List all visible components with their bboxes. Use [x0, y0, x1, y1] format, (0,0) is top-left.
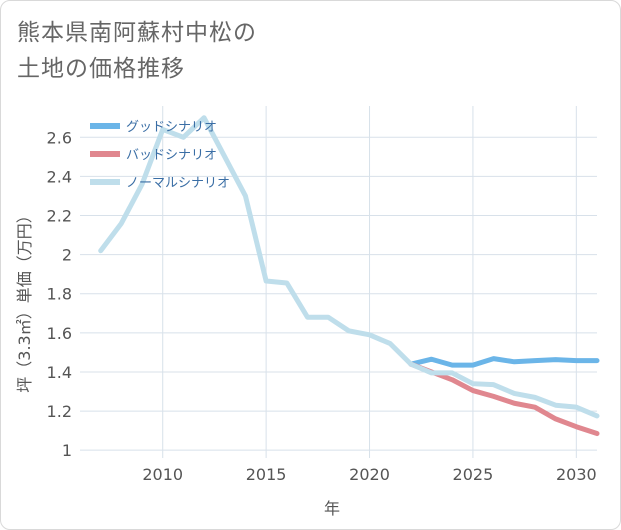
x-axis-title: 年	[324, 499, 340, 518]
series-layer	[98, 115, 600, 437]
x-tick-label: 2030	[556, 465, 597, 484]
chart-title: 熊本県南阿蘇村中松の 土地の価格推移	[17, 15, 377, 87]
y-tick-label: 1.8	[47, 285, 72, 304]
y-tick-label: 2.4	[47, 167, 72, 186]
x-axis-ticks: 2010 2015 2020 2025 2030	[142, 465, 596, 484]
y-tick-label: 1.4	[47, 363, 72, 382]
title-line-1: 熊本県南阿蘇村中松の	[17, 20, 257, 46]
x-tick-label: 2015	[246, 465, 287, 484]
legend-label-good: グッドシナリオ	[126, 120, 217, 135]
y-tick-label: 1.2	[47, 402, 72, 421]
x-tick-label: 2025	[453, 465, 494, 484]
legend-label-normal: ノーマルシナリオ	[126, 176, 230, 191]
y-tick-label: 2	[62, 246, 72, 265]
grid-lines	[80, 106, 597, 458]
y-axis-title: 坪（3.3㎡）単価（万円）	[15, 207, 34, 392]
series-line-good	[408, 356, 600, 368]
y-tick-label: 2.6	[47, 128, 72, 147]
x-tick-label: 2020	[349, 465, 390, 484]
plot-area	[80, 106, 597, 458]
x-tick-label: 2010	[142, 465, 183, 484]
title-line-2: 土地の価格推移	[17, 56, 185, 82]
series-line-normal	[98, 115, 600, 419]
y-axis-ticks: 1 1.2 1.4 1.6 1.8 2 2.2 2.4 2.6	[47, 128, 72, 460]
legend-label-bad: バッドシナリオ	[126, 148, 217, 163]
y-tick-label: 2.2	[47, 207, 72, 226]
series-line-bad	[408, 361, 600, 437]
y-tick-label: 1.6	[47, 324, 72, 343]
y-tick-label: 1	[62, 441, 72, 460]
